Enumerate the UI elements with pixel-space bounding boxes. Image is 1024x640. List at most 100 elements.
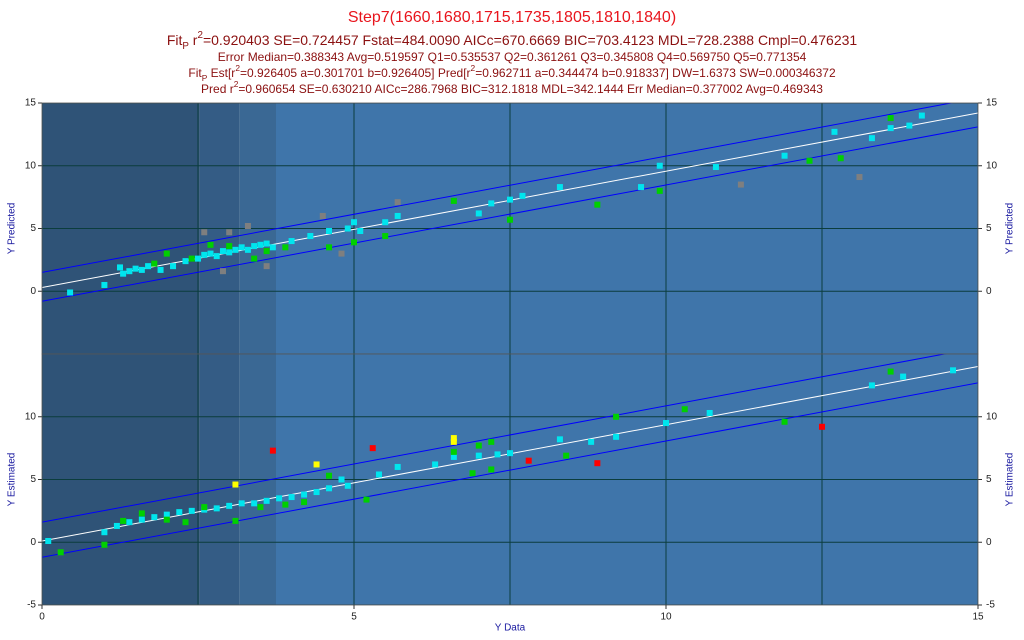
point <box>781 152 788 159</box>
point <box>257 241 264 248</box>
point <box>594 460 601 467</box>
point <box>887 125 894 132</box>
point <box>313 489 320 496</box>
point <box>906 122 913 129</box>
point <box>182 519 189 526</box>
header-text: Step7(1660,1680,1715,1735,1805,1810,1840… <box>348 9 676 26</box>
point <box>138 510 145 517</box>
point <box>213 505 220 512</box>
point <box>188 507 195 514</box>
plot-area <box>42 354 978 605</box>
point <box>301 499 308 506</box>
point <box>276 495 283 502</box>
y-tick-label: 0 <box>30 537 36 548</box>
point <box>120 517 127 524</box>
point <box>226 243 233 250</box>
point <box>357 228 364 235</box>
y-tick-label: 10 <box>25 160 37 171</box>
y-tick-label: 10 <box>25 411 37 422</box>
fit-line <box>42 382 978 558</box>
plot-border <box>41 353 979 606</box>
header-line: Step7(1660,1680,1715,1735,1805,1810,1840… <box>348 9 676 26</box>
point <box>856 174 863 181</box>
point <box>475 442 482 449</box>
y-tick-label: 10 <box>986 160 998 171</box>
y-tick-label: -5 <box>27 600 36 611</box>
point <box>132 265 139 272</box>
header-text: Est[r <box>207 66 235 80</box>
point <box>475 452 482 459</box>
point <box>588 438 595 445</box>
point <box>188 255 195 262</box>
point <box>282 244 289 251</box>
y-axis-label: Y Estimated <box>7 453 18 507</box>
point <box>326 472 333 479</box>
point <box>120 270 127 277</box>
fit-line <box>42 354 948 523</box>
point <box>101 529 108 536</box>
point <box>238 244 245 251</box>
point <box>450 453 457 460</box>
point <box>918 112 925 119</box>
point <box>781 418 788 425</box>
y-tick-label: 15 <box>986 98 998 109</box>
point <box>138 516 145 523</box>
point <box>151 514 158 521</box>
point <box>737 181 744 188</box>
y-tick-label: 5 <box>986 474 992 485</box>
header-line: Error Median=0.388343 Avg=0.519597 Q1=0.… <box>218 50 807 64</box>
point <box>525 457 532 464</box>
point <box>338 476 345 483</box>
point <box>663 420 669 427</box>
y-tick-label: 0 <box>986 537 992 548</box>
header-text: Fit <box>188 66 202 80</box>
point <box>151 260 158 267</box>
point <box>232 481 239 488</box>
fit-line <box>42 103 954 273</box>
point <box>219 268 226 275</box>
header-text: =0.926405 a=0.301701 b=0.926405] Pred[r <box>240 66 471 80</box>
point <box>251 255 258 262</box>
point <box>656 162 663 169</box>
script-text: 2 <box>197 30 202 41</box>
point <box>488 200 495 207</box>
point <box>263 240 270 247</box>
point <box>313 461 320 468</box>
point <box>67 289 74 296</box>
point <box>519 192 526 199</box>
point <box>394 212 401 219</box>
x-tick-label: 0 <box>39 612 45 623</box>
point <box>868 135 875 142</box>
point <box>288 238 295 245</box>
point <box>45 537 52 544</box>
point <box>213 253 220 260</box>
y-axis-label: Y Predicted <box>1005 203 1016 255</box>
header-text: r <box>189 32 198 48</box>
y-axis-label: Y Estimated <box>1005 453 1016 507</box>
x-axis-label: Y Data <box>495 623 526 634</box>
point <box>507 216 513 223</box>
point <box>195 255 201 262</box>
point <box>450 197 457 204</box>
header-text: =0.960654 SE=0.630210 AICc=286.7968 BIC=… <box>238 82 823 96</box>
point <box>126 268 133 275</box>
point <box>507 196 513 203</box>
header-text: Error Median=0.388343 Avg=0.519597 Q1=0.… <box>218 50 807 64</box>
point <box>326 244 333 251</box>
y-tick-label: 5 <box>30 474 36 485</box>
point <box>201 229 208 236</box>
point <box>706 409 713 416</box>
point <box>507 450 513 457</box>
y-tick-label: 5 <box>986 223 992 234</box>
point <box>450 438 457 445</box>
point <box>556 184 563 191</box>
plot-area <box>42 103 978 354</box>
script-text: P <box>202 73 208 83</box>
point <box>176 509 183 516</box>
point <box>950 367 957 374</box>
point <box>382 233 389 240</box>
point <box>594 201 601 208</box>
point <box>319 212 326 219</box>
point <box>382 219 389 226</box>
